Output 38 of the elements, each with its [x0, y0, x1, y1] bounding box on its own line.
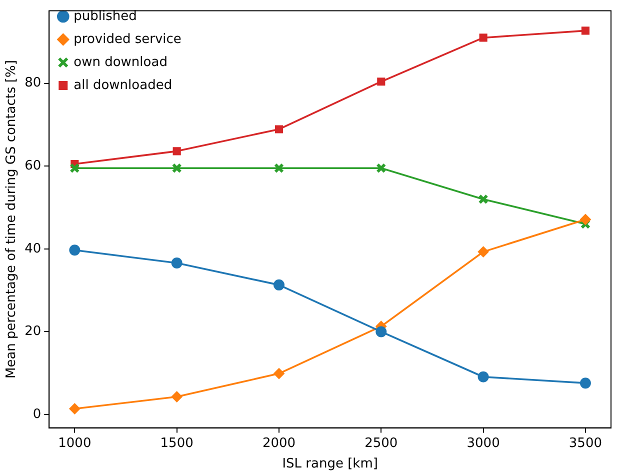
point — [478, 371, 489, 382]
point — [580, 214, 591, 226]
point — [172, 147, 181, 156]
y-tick-label: 60 — [24, 158, 42, 174]
point — [581, 26, 590, 35]
x-tick-label: 2000 — [262, 436, 296, 451]
legend-label: all downloaded — [74, 78, 172, 93]
x-tick-label: 3000 — [466, 436, 500, 451]
point — [580, 378, 591, 389]
point — [274, 163, 284, 174]
point — [171, 257, 182, 268]
point — [478, 246, 489, 258]
point — [70, 163, 80, 174]
legend-label: published — [74, 8, 137, 24]
point — [376, 163, 386, 174]
point — [479, 34, 488, 42]
y-tick-label: 20 — [24, 324, 42, 340]
legend-label: own download — [74, 54, 168, 70]
x-tick-label: 1000 — [58, 436, 92, 451]
x-tick-label: 2500 — [364, 436, 398, 451]
point — [376, 326, 387, 338]
point — [171, 391, 182, 402]
y-tick-label: 40 — [24, 241, 42, 256]
legend-label: provided service — [74, 32, 182, 47]
y-tick-label: 0 — [32, 406, 42, 422]
point — [274, 125, 284, 134]
point — [69, 403, 80, 414]
point — [172, 163, 182, 174]
y-axis-title: Mean percentage of time during GS contacts [%] — [4, 60, 20, 379]
x-axis-title: ISL range [km] — [282, 456, 378, 472]
x-tick-label: 3500 — [568, 436, 602, 451]
point — [377, 78, 386, 86]
y-tick-label: 80 — [24, 76, 42, 91]
point — [273, 368, 284, 380]
x-tick-label: 1500 — [160, 436, 194, 451]
point — [478, 194, 488, 204]
point — [273, 279, 284, 290]
point — [69, 244, 80, 256]
